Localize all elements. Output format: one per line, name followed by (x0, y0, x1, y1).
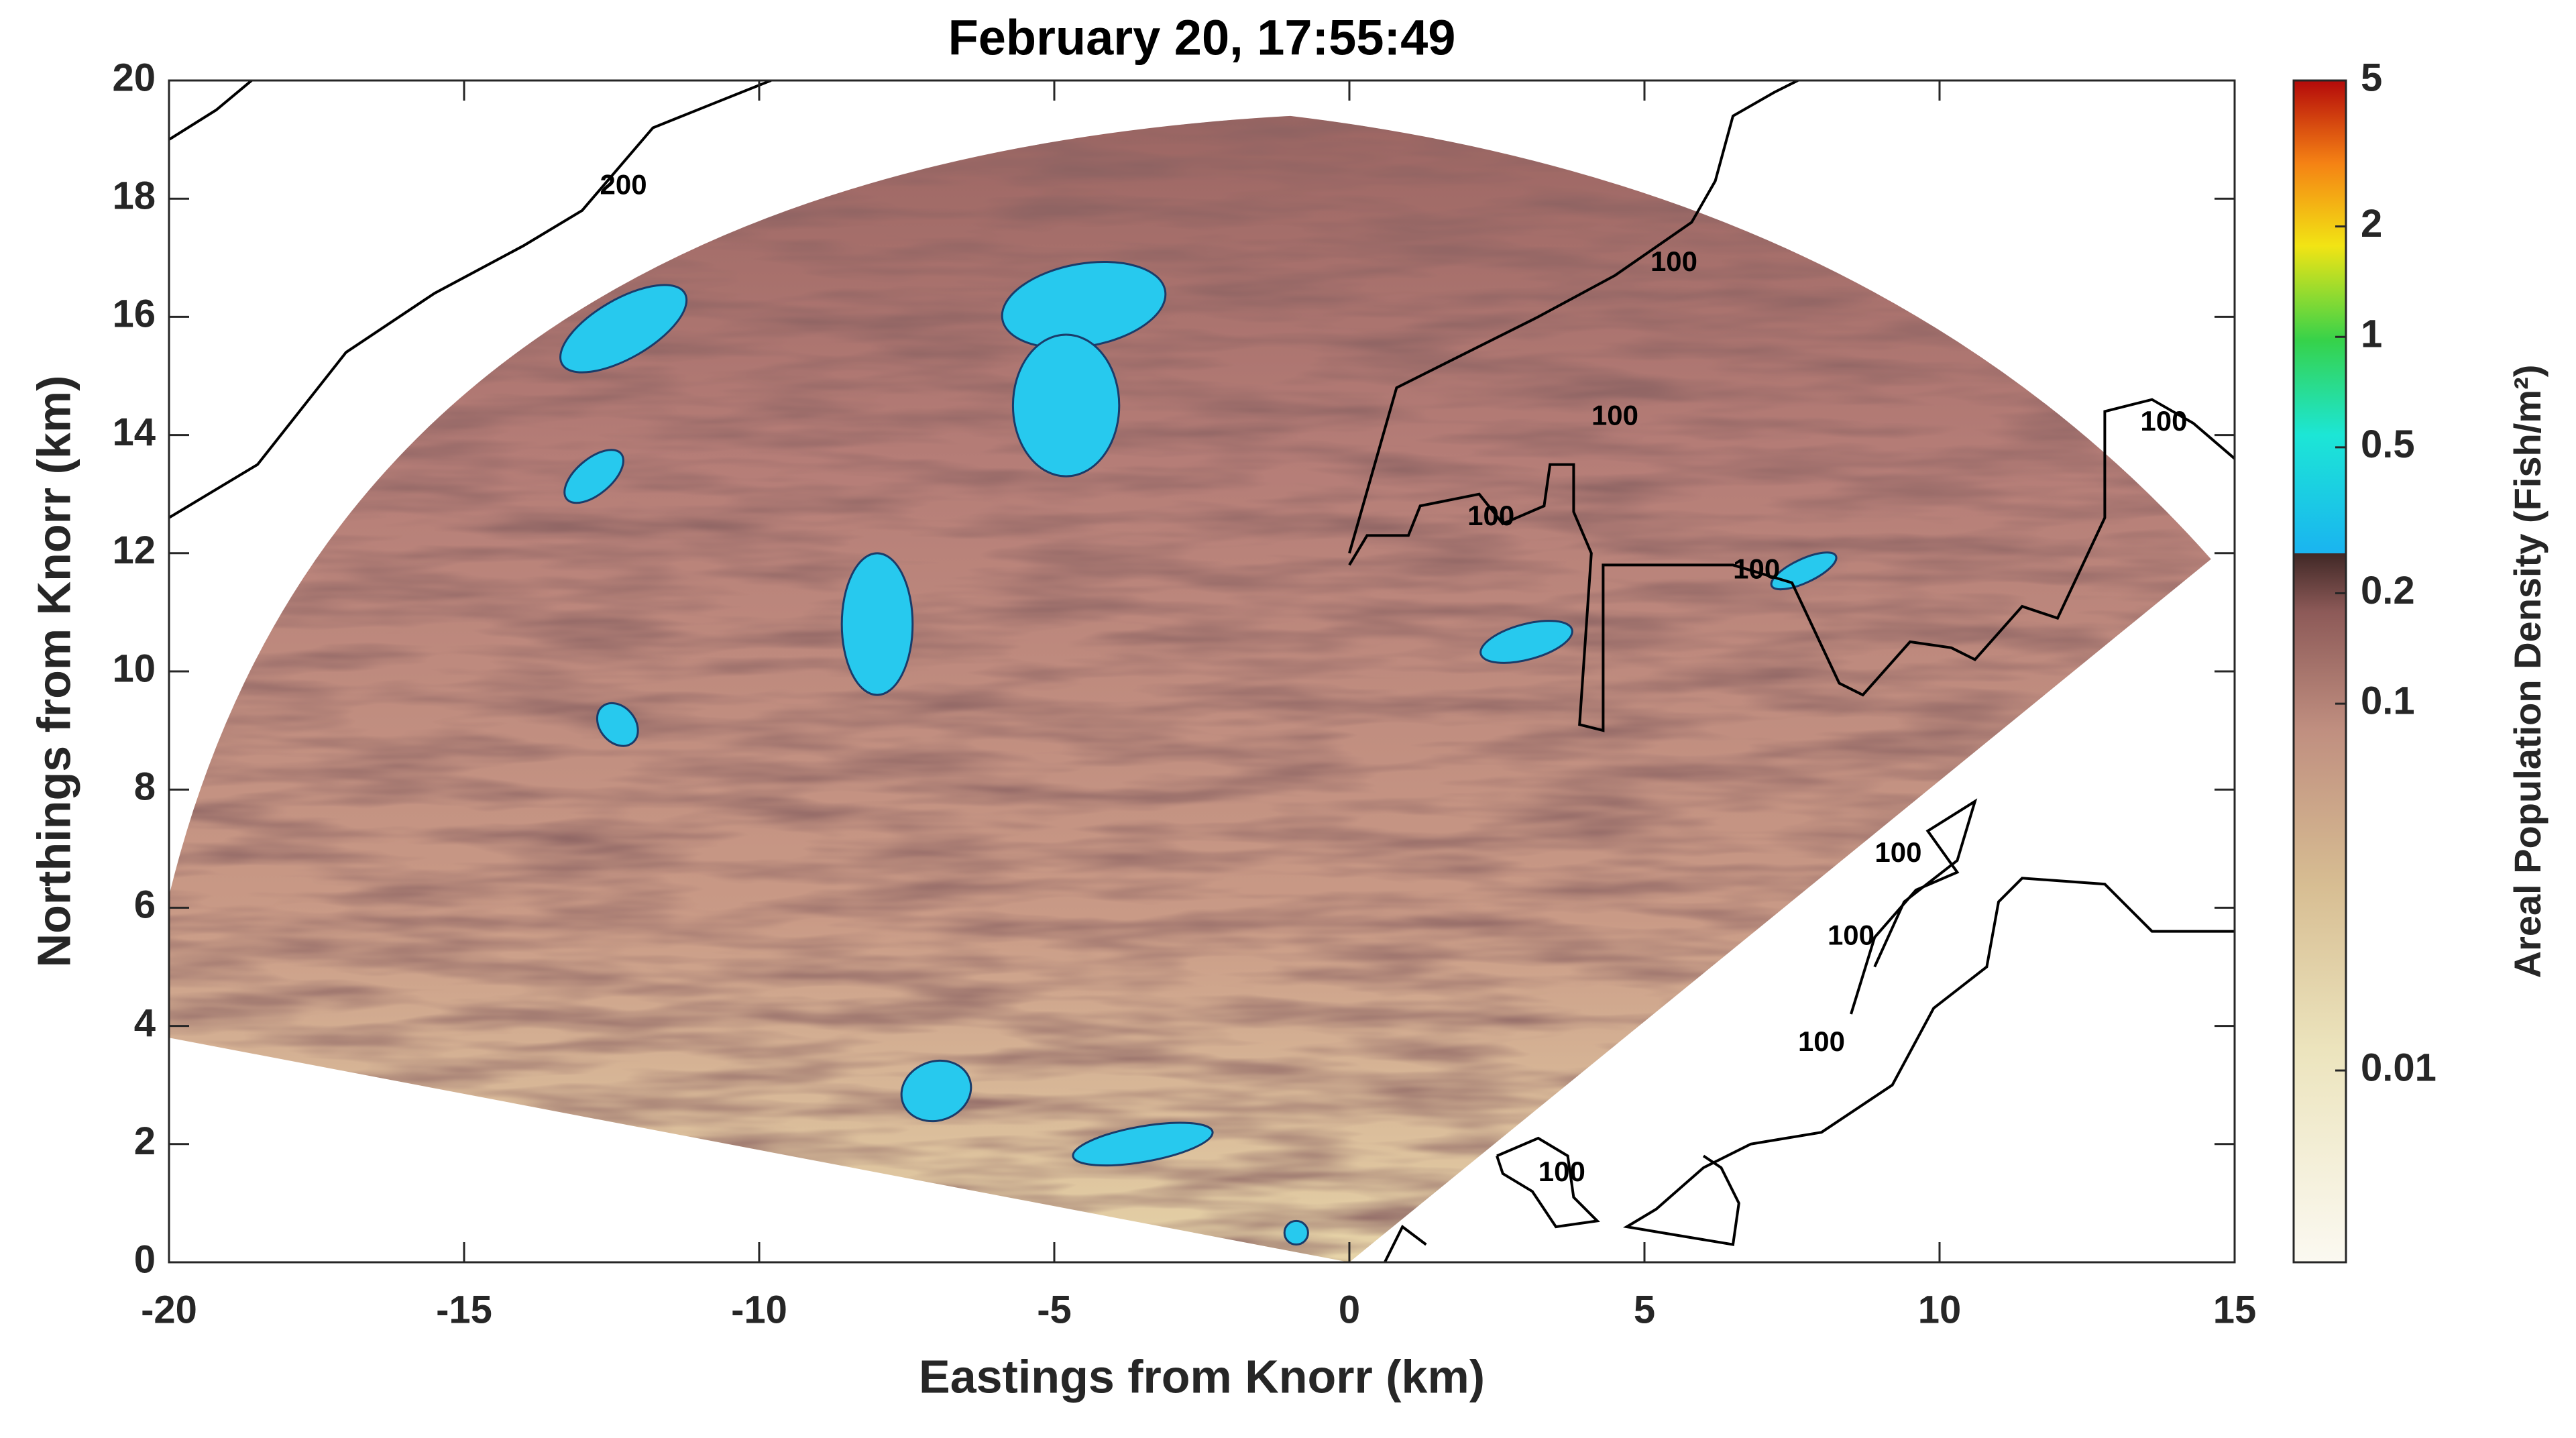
contour-line (1348, 398, 2235, 732)
school-patch (1283, 1219, 1309, 1246)
contour-line (169, 80, 253, 141)
colorbar-tick-label: 0.2 (2361, 569, 2415, 612)
contour-line (1496, 1136, 1600, 1229)
contour-line (1850, 798, 1978, 1015)
school-patch (563, 449, 624, 504)
fan-texture (169, 115, 2211, 1262)
x-tick-label: -5 (1037, 1288, 1072, 1331)
contour-line (1348, 80, 1799, 554)
x-axis-label: Eastings from Knorr (km) (919, 1350, 1485, 1402)
colorbar-tick-label: 0.1 (2361, 679, 2415, 722)
colorbar-tick-label: 5 (2361, 56, 2382, 99)
school-patch (1072, 1121, 1214, 1167)
contour-label: 100 (1650, 245, 1697, 277)
colorbar (2292, 79, 2347, 1264)
school-patch (1011, 333, 1121, 478)
y-axis-label: Northings from Knorr (km) (27, 376, 80, 968)
y-tick-label: 14 (112, 410, 156, 454)
school-patch (1479, 620, 1573, 664)
contour-line (1622, 877, 2235, 1246)
contour-line (169, 80, 772, 519)
contour-label: 100 (2140, 405, 2187, 437)
y-tick-label: 2 (134, 1119, 156, 1163)
x-tick-label: -15 (436, 1288, 492, 1331)
y-tick-label: 6 (134, 883, 156, 927)
contour-line (1384, 1225, 1427, 1262)
contour-label: 100 (1874, 836, 1921, 868)
contour-label: 100 (1591, 399, 1638, 431)
contour-label: 100 (1538, 1156, 1585, 1187)
colorbar-tick-label: 1 (2361, 313, 2382, 356)
contour-label: 100 (1733, 553, 1780, 584)
x-tick-label: 10 (1918, 1288, 1962, 1331)
school-patch (840, 552, 914, 696)
y-tick-label: 10 (112, 647, 156, 690)
school-patch (900, 1059, 972, 1123)
contour-label: 200 (600, 169, 647, 201)
contours: 200 100 100 100 100 100 100 100 100 100 (169, 80, 2235, 1262)
x-tick-label: 0 (1339, 1288, 1360, 1331)
contour-label: 100 (1828, 920, 1874, 951)
y-tick-label: 20 (112, 56, 156, 99)
contour-label: 100 (1467, 500, 1514, 531)
y-tick-label: 8 (134, 765, 156, 809)
colorbar-label: Areal Population Density (Fish/m²) (2506, 365, 2549, 979)
y-tick-label: 18 (112, 174, 156, 218)
colorbar-tick-label: 0.5 (2361, 423, 2415, 466)
school-patch (596, 702, 639, 747)
x-tick-label: -10 (731, 1288, 787, 1331)
colorbar-tick-label: 2 (2361, 202, 2382, 245)
density-field (169, 115, 2211, 1263)
x-tick-label: 5 (1634, 1288, 1655, 1331)
x-tick-label: 15 (2213, 1288, 2257, 1331)
y-tick-label: 16 (112, 292, 156, 336)
chart-title: February 20, 17:55:49 (948, 10, 1456, 66)
y-tick-label: 12 (112, 529, 156, 572)
contour-label: 100 (1798, 1026, 1845, 1057)
school-patch (559, 284, 688, 374)
y-tick-label: 0 (134, 1237, 156, 1281)
y-tick-label: 4 (134, 1001, 156, 1045)
colorbar-tick-label: 0.01 (2361, 1046, 2437, 1089)
x-tick-label: -20 (141, 1288, 197, 1331)
